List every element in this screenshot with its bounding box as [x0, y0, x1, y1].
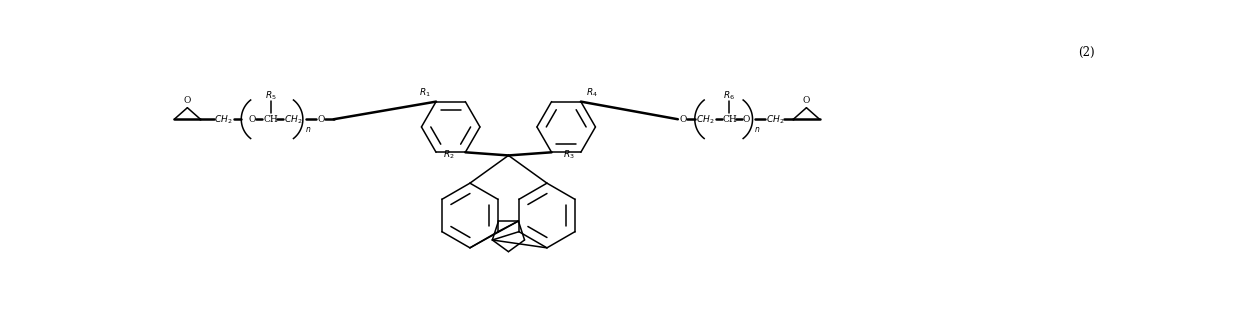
Text: O: O: [184, 96, 191, 105]
Text: $R_4$: $R_4$: [587, 87, 599, 100]
Text: (2): (2): [1078, 46, 1094, 59]
Text: O: O: [248, 115, 255, 124]
Text: $CH_2$: $CH_2$: [765, 113, 784, 125]
Text: $CH_2$: $CH_2$: [697, 113, 714, 125]
Text: $CH_2$: $CH_2$: [215, 113, 233, 125]
Text: O: O: [802, 96, 810, 105]
Text: $CH_2$: $CH_2$: [284, 113, 303, 125]
Text: O: O: [317, 115, 325, 124]
Text: $R_5$: $R_5$: [264, 90, 277, 102]
Text: $R_2$: $R_2$: [443, 148, 454, 161]
Text: O: O: [743, 115, 750, 124]
Text: $n$: $n$: [305, 125, 311, 134]
Text: CH: CH: [722, 115, 737, 124]
Text: $R_1$: $R_1$: [419, 87, 430, 100]
Text: $R_3$: $R_3$: [563, 148, 574, 161]
Text: CH: CH: [263, 115, 278, 124]
Text: $n$: $n$: [754, 125, 760, 134]
Text: $R_6$: $R_6$: [723, 90, 735, 102]
Text: O: O: [680, 115, 687, 124]
